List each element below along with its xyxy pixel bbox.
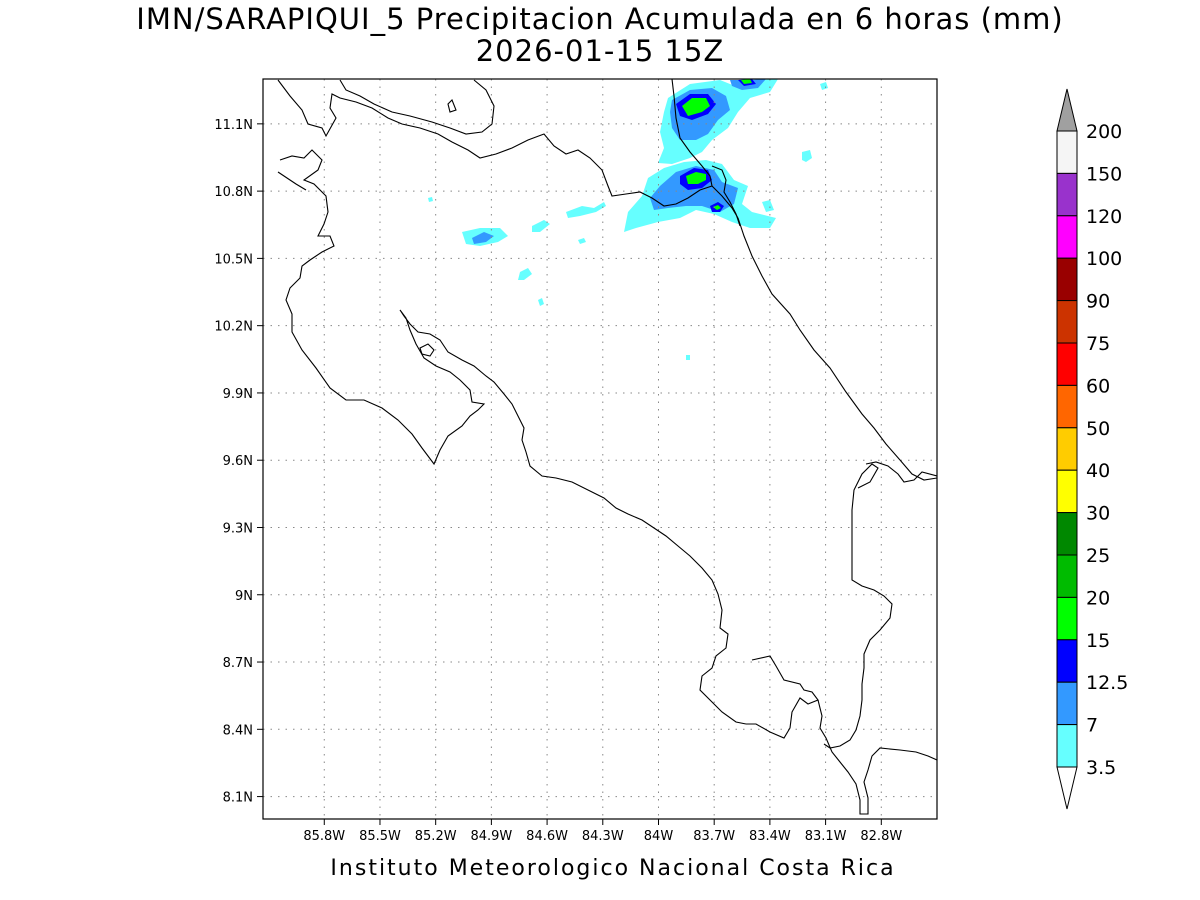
colorbar-level-label: 150 xyxy=(1086,163,1122,185)
osa-peninsula xyxy=(746,655,819,739)
lat-tick-label: 10.5N xyxy=(214,252,253,267)
lon-tick-label: 84W xyxy=(644,829,674,844)
colorbar-level-label: 200 xyxy=(1086,121,1122,143)
pacific-coast-north-tail xyxy=(277,171,307,191)
colorbar-swatch xyxy=(1056,257,1078,302)
colorbar-level-label: 60 xyxy=(1086,375,1110,397)
colorbar: 200 150 120 100 90 75 60 50 40 30 25 20 15 12.5 7 3.5 xyxy=(1056,88,1128,810)
colorbar-level-label: 15 xyxy=(1086,630,1110,652)
colorbar-level-label: 3.5 xyxy=(1086,757,1116,779)
colorbar-level-label: 50 xyxy=(1086,418,1110,440)
colorbar-swatch xyxy=(1056,172,1078,217)
colorbar-bottom-arrow xyxy=(1056,766,1078,810)
precip-area-light xyxy=(428,197,433,202)
colorbar-level-label: 90 xyxy=(1086,291,1110,313)
precip-area-light xyxy=(538,298,544,306)
lon-tick-label: 84.3W xyxy=(582,829,624,844)
precip-area-light xyxy=(686,355,690,360)
precip-area-very-heavy xyxy=(682,98,710,116)
colorbar-swatch xyxy=(1056,427,1078,471)
colorbar-swatch xyxy=(1056,300,1078,344)
lat-tick-label: 10.2N xyxy=(214,320,253,335)
lake-island xyxy=(447,99,457,113)
colorbar-swatch xyxy=(1056,342,1078,386)
lon-tick-label: 82.8W xyxy=(860,829,902,844)
lon-tick-label: 83.7W xyxy=(693,829,735,844)
precip-area-very-heavy xyxy=(741,79,752,84)
precipitation-field xyxy=(428,79,828,360)
precip-area-light xyxy=(820,82,828,90)
lat-tick-label: 9N xyxy=(235,589,253,604)
map-gridlines xyxy=(263,79,937,819)
colorbar-level-label: 40 xyxy=(1086,460,1110,482)
precip-area-light xyxy=(578,238,586,244)
golfo-dulce xyxy=(817,699,937,815)
lat-tick-label: 10.8N xyxy=(214,185,253,200)
colorbar-swatch xyxy=(1056,554,1078,598)
colorbar-level-label: 7 xyxy=(1086,715,1098,737)
nicaragua-lake-shore xyxy=(339,79,495,135)
lon-tick-label: 85.5W xyxy=(359,829,401,844)
precip-area-very-heavy xyxy=(686,172,706,184)
lon-tick-label: 85.2W xyxy=(415,829,457,844)
colorbar-swatch xyxy=(1056,512,1078,556)
footer-credit: Instituto Meteorologico Nacional Costa R… xyxy=(330,856,896,881)
colorbar-level-label: 30 xyxy=(1086,503,1110,525)
north-river-border xyxy=(671,79,713,187)
map-frame xyxy=(262,78,938,820)
lat-tick-label: 8.7N xyxy=(223,656,253,671)
pacific-coast-north xyxy=(279,149,747,725)
colorbar-top-arrow xyxy=(1056,88,1078,132)
san-juan-river xyxy=(711,165,741,227)
precip-area-light xyxy=(566,202,606,218)
colorbar-swatch xyxy=(1056,469,1078,514)
panama-border-west xyxy=(823,463,893,749)
lat-tick-label: 9.3N xyxy=(223,521,253,536)
caribbean-coast xyxy=(737,217,937,481)
colorbar-level-label: 12.5 xyxy=(1086,672,1128,694)
lon-tick-label: 83.4W xyxy=(749,829,791,844)
colorbar-level-label: 100 xyxy=(1086,248,1122,270)
nicaragua-border xyxy=(277,79,739,219)
colorbar-level-label: 25 xyxy=(1086,545,1110,567)
map-title: IMN/SARAPIQUI_5 Precipitacion Acumulada … xyxy=(136,2,1064,36)
colorbar-level-label: 120 xyxy=(1086,206,1122,228)
nicoya-island xyxy=(419,343,435,357)
precip-area-light xyxy=(762,200,774,212)
precip-area-very-heavy xyxy=(713,205,721,210)
precip-area-light xyxy=(532,220,550,232)
lon-tick-label: 83.1W xyxy=(805,829,847,844)
colorbar-swatch xyxy=(1056,596,1078,641)
colorbar-level-label: 75 xyxy=(1086,333,1110,355)
map-axes: 85.8W 85.5W 85.2W 84.9W 84.6W 84.3W 84W 83.7W 83… xyxy=(214,118,902,844)
colorbar-swatch xyxy=(1056,130,1078,174)
colorbar-swatch xyxy=(1056,681,1078,726)
coastline-borders xyxy=(277,79,937,815)
map-date-subtitle: 2026-01-15 15Z xyxy=(475,34,725,68)
colorbar-swatch xyxy=(1056,384,1078,429)
lon-tick-label: 85.8W xyxy=(303,829,345,844)
panama-border xyxy=(865,461,937,483)
lat-tick-label: 9.6N xyxy=(223,454,253,469)
colorbar-swatch xyxy=(1056,215,1078,259)
precip-area-light xyxy=(802,150,812,162)
colorbar-swatch xyxy=(1056,724,1078,768)
lon-tick-label: 84.9W xyxy=(470,829,512,844)
precip-area-moderate xyxy=(472,232,494,244)
colorbar-level-label: 20 xyxy=(1086,587,1110,609)
lon-tick-label: 84.6W xyxy=(526,829,568,844)
precip-area-light xyxy=(518,268,532,280)
lat-tick-label: 8.1N xyxy=(223,791,253,806)
colorbar-swatch xyxy=(1056,639,1078,683)
lat-tick-label: 11.1N xyxy=(214,118,253,133)
lat-tick-label: 8.4N xyxy=(223,723,253,738)
lat-tick-label: 9.9N xyxy=(223,387,253,402)
